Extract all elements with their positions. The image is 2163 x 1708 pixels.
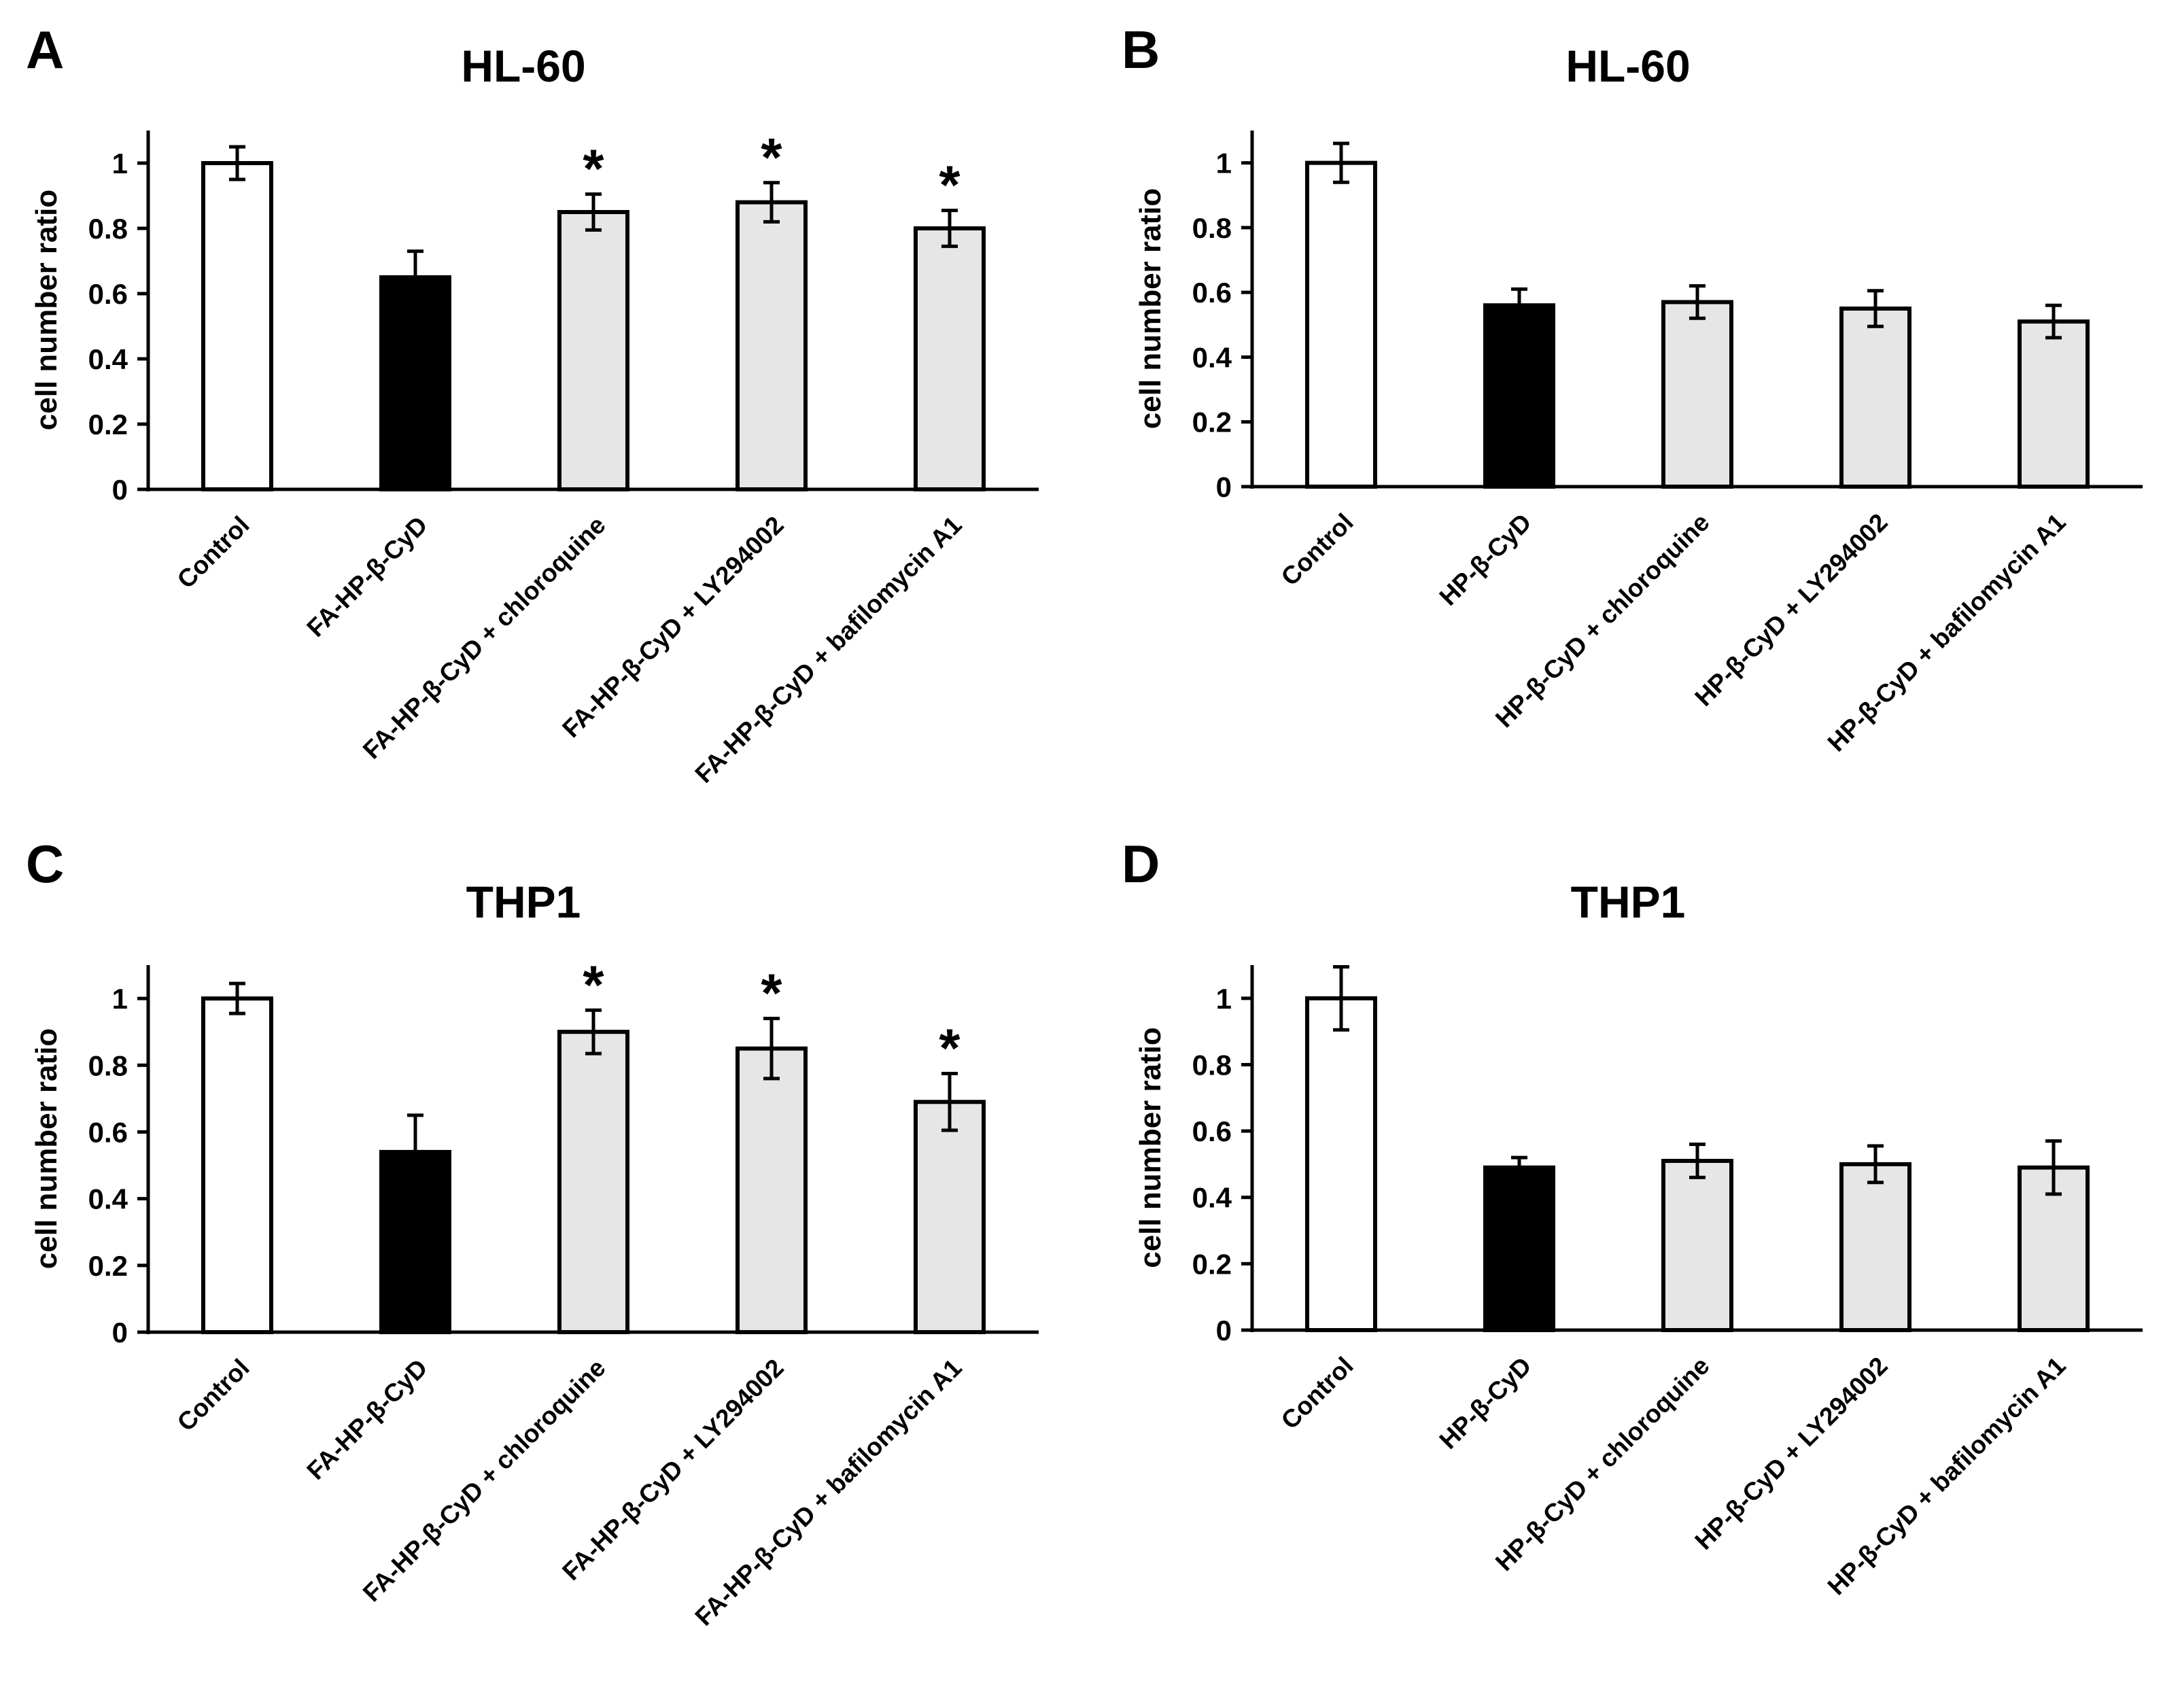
y-tick-label: 0 xyxy=(1216,471,1232,503)
error-bar xyxy=(1867,289,1884,328)
bar xyxy=(557,1030,629,1334)
chart-title: THP1 xyxy=(1571,877,1686,927)
y-tick-label: 0.2 xyxy=(88,408,128,440)
y-tick-label: 0.8 xyxy=(88,1049,128,1081)
significance-marker: * xyxy=(583,139,604,199)
bar xyxy=(1483,1165,1555,1332)
error-bar xyxy=(407,1113,423,1191)
x-tick-label: HP-β-CyD + chloroquine xyxy=(1490,1352,1715,1577)
bar xyxy=(736,1046,808,1335)
x-tick-label: HP-β-CyD xyxy=(1434,1352,1537,1454)
significance-marker: * xyxy=(761,963,782,1024)
error-bar xyxy=(2045,1139,2062,1196)
y-tick-label: 1 xyxy=(112,983,128,1015)
y-tick-label: 0.6 xyxy=(88,1116,128,1148)
x-tick-label: Control xyxy=(1276,1352,1359,1435)
error-bar xyxy=(763,181,780,224)
y-tick-label: 0.4 xyxy=(88,343,128,375)
bar xyxy=(1661,300,1733,489)
x-tick-label: Control xyxy=(1276,508,1359,591)
y-axis-label: cell number ratio xyxy=(30,190,63,431)
error-bar xyxy=(229,981,245,1015)
bar xyxy=(1305,160,1377,489)
y-axis-label: cell number ratio xyxy=(30,1028,63,1270)
error-bar xyxy=(585,192,602,232)
y-tick-label: 0.8 xyxy=(1192,212,1232,244)
significance-marker: * xyxy=(939,155,961,215)
bar xyxy=(1483,303,1555,489)
error-bar xyxy=(941,1072,958,1132)
bar xyxy=(201,161,273,491)
x-tick-label: FA-HP-β-CyD xyxy=(301,511,432,642)
y-tick-label: 0.2 xyxy=(88,1250,128,1282)
y-tick-label: 0.2 xyxy=(1192,406,1232,438)
error-bar xyxy=(1689,1143,1706,1179)
error-bar xyxy=(1333,141,1349,184)
y-tick-label: 1 xyxy=(1216,983,1232,1015)
y-tick-label: 0 xyxy=(1216,1314,1232,1346)
significance-marker: * xyxy=(583,954,604,1015)
y-tick-label: 0.4 xyxy=(88,1183,128,1215)
y-tick-label: 0.6 xyxy=(88,278,128,310)
error-bar xyxy=(407,249,423,305)
chart-title: HL-60 xyxy=(461,41,585,91)
y-tick-label: 0.4 xyxy=(1192,1182,1232,1214)
bar xyxy=(736,200,808,491)
bar xyxy=(201,996,273,1335)
y-axis-label: cell number ratio xyxy=(1134,188,1167,430)
error-bar xyxy=(229,145,245,181)
panel-letter: D xyxy=(1122,834,1160,894)
chart-panel-a: A HL-60 cell number ratio 0 0.2 0.4 0.6 0.8 1 Con… xyxy=(26,20,1039,788)
error-bar xyxy=(1511,287,1527,324)
y-tick-label: 0.6 xyxy=(1192,1115,1232,1147)
error-bar xyxy=(585,1008,602,1056)
error-bar xyxy=(763,1017,780,1081)
error-bar xyxy=(1511,1155,1527,1179)
x-tick-label: Control xyxy=(172,1354,255,1437)
x-tick-label: HP-β-CyD + LY294002 xyxy=(1689,508,1892,712)
y-tick-label: 1 xyxy=(112,147,128,179)
x-tick-label: HP-β-CyD + chloroquine xyxy=(1490,508,1715,733)
y-tick-label: 0 xyxy=(112,1317,128,1348)
chart-title: THP1 xyxy=(466,877,581,927)
chart-panel-b: B HL-60 cell number ratio 0 0.2 0.4 0.6 0.8 1 Con… xyxy=(1122,20,2143,757)
error-bar xyxy=(1689,284,1706,320)
significance-marker: * xyxy=(761,127,782,188)
bar xyxy=(379,275,451,491)
error-bar xyxy=(941,209,958,248)
panel-letter: A xyxy=(26,20,64,80)
panel-letter: B xyxy=(1122,20,1160,80)
y-tick-label: 0.4 xyxy=(1192,341,1232,373)
y-tick-label: 0 xyxy=(112,474,128,506)
bar xyxy=(1661,1159,1733,1332)
y-tick-label: 0.8 xyxy=(1192,1049,1232,1081)
error-bar xyxy=(2045,303,2062,340)
x-tick-label: Control xyxy=(172,511,255,594)
chart-panel-c: C THP1 cell number ratio 0 0.2 0.4 0.6 0.8 1 Cont… xyxy=(26,834,1039,1631)
bar xyxy=(1305,996,1377,1333)
bar xyxy=(2018,319,2090,489)
y-tick-label: 0.6 xyxy=(1192,277,1232,309)
x-tick-label: FA-HP-β-CyD xyxy=(301,1354,432,1485)
x-tick-label: HP-β-CyD + LY294002 xyxy=(1689,1352,1892,1555)
bar xyxy=(914,1100,986,1334)
bar xyxy=(914,226,986,491)
panel-letter: C xyxy=(26,834,64,894)
bar xyxy=(557,210,629,491)
y-tick-label: 0.8 xyxy=(88,213,128,245)
x-tick-label: HP-β-CyD xyxy=(1434,508,1537,611)
error-bar xyxy=(1867,1144,1884,1185)
y-tick-label: 1 xyxy=(1216,147,1232,179)
bar xyxy=(1839,1162,1911,1332)
y-tick-label: 0.2 xyxy=(1192,1248,1232,1280)
chart-panel-d: D THP1 cell number ratio 0 0.2 0.4 0.6 0.8 1 Cont… xyxy=(1122,834,2143,1601)
bar xyxy=(1839,307,1911,489)
chart-title: HL-60 xyxy=(1565,41,1690,91)
significance-marker: * xyxy=(939,1018,961,1079)
error-bar xyxy=(1333,964,1349,1032)
y-axis-label: cell number ratio xyxy=(1134,1027,1167,1268)
